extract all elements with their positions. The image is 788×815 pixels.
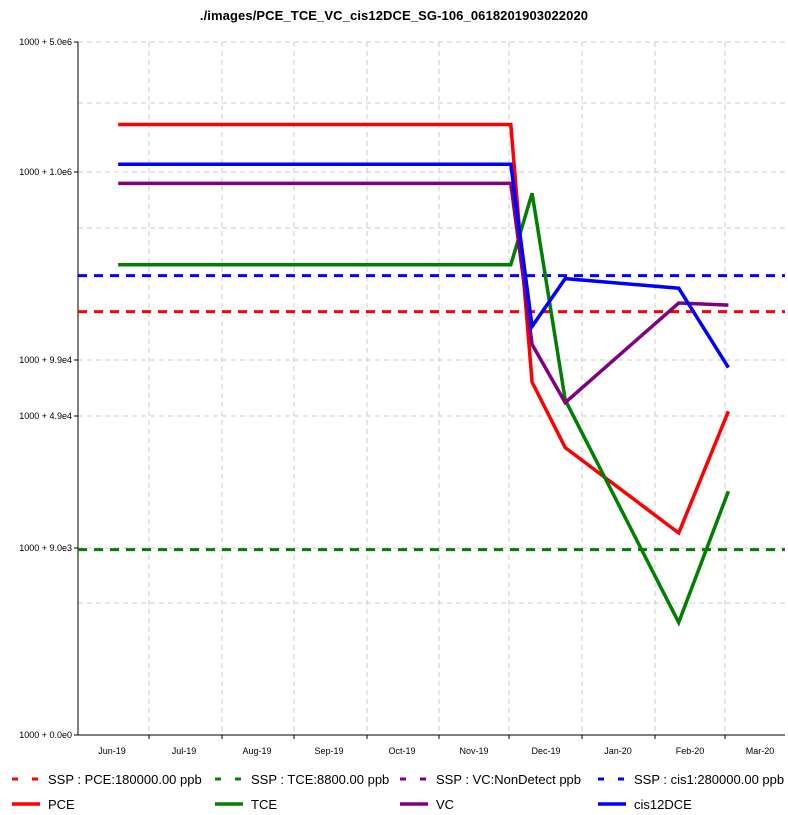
series-line-tce — [118, 192, 731, 627]
chart-title: ./images/PCE_TCE_VC_cis12DCE_SG-106_0618… — [199, 8, 589, 23]
threshold-lines — [78, 274, 785, 552]
legend-label-threshold: SSP : TCE:8800.00 ppb — [251, 772, 389, 787]
y-tick-label: 1000 + 9.9e4 — [19, 355, 72, 365]
legend-label-series: TCE — [251, 797, 277, 812]
x-axis-ticks: Jun-19 Jul-19 Aug-19 Sep-19 Oct-19 Nov-19 Dec-… — [98, 735, 774, 756]
legend-label-series: cis12DCE — [634, 797, 692, 812]
x-tick-label: Jul-19 — [172, 746, 197, 756]
x-tick-label: Mar-20 — [746, 746, 775, 756]
series-lines — [118, 122, 731, 627]
series-line-vc — [118, 181, 729, 406]
y-axis-ticks: 1000 + 5.0e6 1000 + 1.0e6 1000 + 9.9e4 1000… — [19, 37, 78, 740]
legend: SSP : PCE:180000.00 ppb SSP : TCE:8800.00… — [12, 772, 784, 812]
axes — [77, 42, 785, 736]
x-tick-label: Oct-19 — [388, 746, 415, 756]
x-tick-label: Jun-19 — [98, 746, 126, 756]
y-tick-label: 1000 + 1.0e6 — [19, 167, 72, 177]
legend-label-threshold: SSP : VC:NonDetect ppb — [436, 772, 581, 787]
grid-lines — [78, 41, 785, 735]
series-line-cis12dce — [118, 162, 730, 369]
legend-label-series: VC — [436, 797, 454, 812]
legend-label-threshold: SSP : PCE:180000.00 ppb — [48, 772, 202, 787]
x-tick-label: Feb-20 — [676, 746, 705, 756]
x-tick-label: Aug-19 — [242, 746, 271, 756]
y-tick-label: 1000 + 9.0e3 — [19, 543, 72, 553]
x-tick-label: Dec-19 — [531, 746, 560, 756]
x-tick-label: Sep-19 — [314, 746, 343, 756]
legend-label-threshold: SSP : cis1:280000.00 ppb — [634, 772, 784, 787]
series-line-pce — [118, 122, 731, 536]
x-tick-label: Nov-19 — [459, 746, 488, 756]
legend-label-series: PCE — [48, 797, 75, 812]
y-tick-label: 1000 + 4.9e4 — [19, 411, 72, 421]
y-tick-label: 1000 + 5.0e6 — [19, 37, 72, 47]
y-tick-label: 1000 + 0.0e0 — [19, 730, 72, 740]
x-tick-label: Jan-20 — [604, 746, 632, 756]
